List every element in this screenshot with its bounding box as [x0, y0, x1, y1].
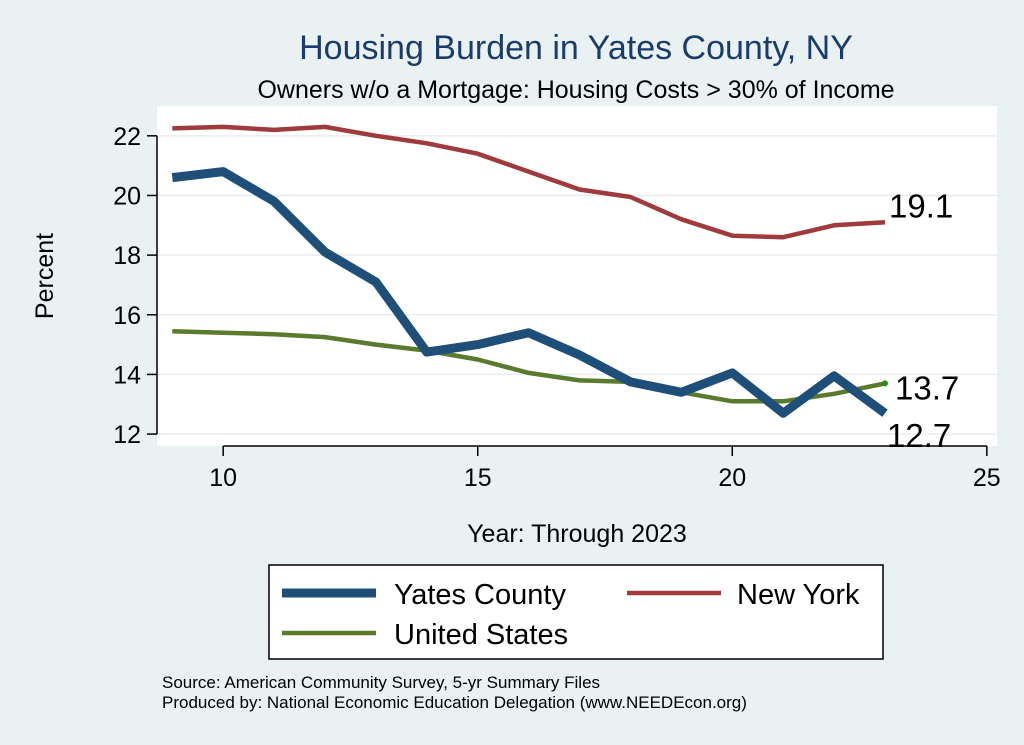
plot-area [157, 106, 997, 446]
x-tick-label: 10 [209, 464, 237, 492]
end-label-yates-county: 12.7 [887, 417, 951, 454]
legend: Yates County New York United States [268, 564, 884, 660]
gridlines [157, 135, 997, 435]
end-label-new-york: 19.1 [889, 187, 953, 224]
y-tick-label: 20 [113, 182, 141, 210]
y-ticks: 12 14 16 18 20 22 [113, 123, 157, 449]
y-tick-label: 14 [113, 361, 141, 389]
yates-county-line [171, 167, 888, 418]
legend-label-united-states: United States [394, 619, 568, 651]
y-axis-label: Percent [31, 233, 59, 319]
legend-label-yates: Yates County [394, 579, 566, 611]
end-labels: 12.7 19.1 13.7 [887, 187, 959, 454]
y-tick-label: 22 [113, 123, 141, 151]
y-tick-label: 16 [113, 302, 141, 330]
x-tick-label: 25 [973, 464, 1001, 492]
chart-subtitle: Owners w/o a Mortgage: Housing Costs > 3… [257, 76, 894, 104]
legend-label-new-york: New York [737, 579, 860, 611]
x-ticks: 10 15 20 25 [209, 446, 1001, 492]
x-tick-label: 20 [718, 464, 746, 492]
x-tick-label: 15 [464, 464, 492, 492]
y-tick-label: 18 [113, 242, 141, 270]
producer-note: Produced by: National Economic Education… [162, 693, 747, 712]
new-york-line [172, 124, 886, 240]
legend-box [268, 564, 884, 660]
x-axis-label: Year: Through 2023 [467, 520, 687, 548]
chart-title: Housing Burden in Yates County, NY [299, 29, 853, 67]
series-lines [171, 124, 888, 418]
end-label-united-states: 13.7 [895, 369, 959, 406]
y-tick-label: 12 [113, 421, 141, 449]
united-states-end-marker [882, 380, 888, 387]
source-note: Source: American Community Survey, 5-yr … [162, 673, 600, 692]
